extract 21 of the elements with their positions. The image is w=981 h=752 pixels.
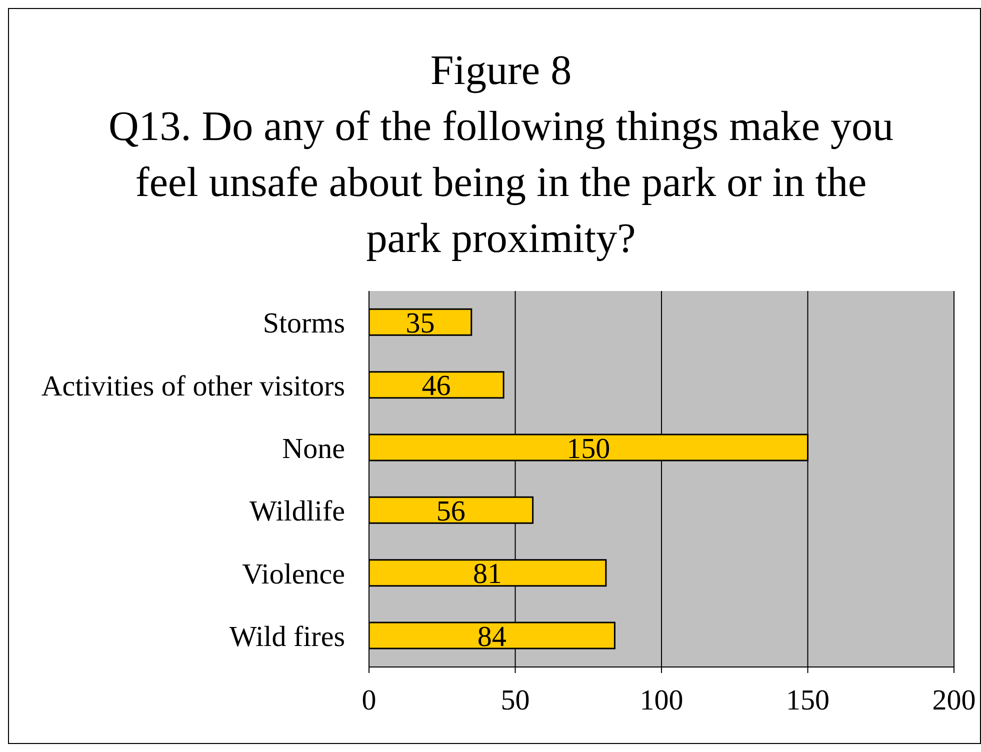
- y-tick-label: Violence: [242, 558, 345, 590]
- bar: [369, 308, 472, 336]
- x-tick-label: 100: [640, 684, 684, 717]
- y-tick-label: None: [282, 432, 345, 465]
- x-tick-label: 200: [932, 684, 976, 717]
- chart-title: Figure 8: [429, 47, 573, 96]
- chart-subtitle: Q13. Do any of the following things make you feel unsafe about being in the park or in the park proximity?: [107, 103, 895, 264]
- x-tick-label: 0: [362, 684, 376, 717]
- x-tick-label: 150: [786, 684, 830, 717]
- y-tick-label: Wildlife: [250, 496, 345, 528]
- y-tick-label: Storms: [262, 308, 345, 340]
- data-label: 81: [472, 558, 502, 590]
- data-label: 84: [477, 620, 507, 653]
- y-tick-label: Activities of other visitors: [41, 370, 345, 402]
- x-tick-label: 50: [500, 684, 530, 717]
- y-tick-label: Wild fires: [229, 620, 345, 653]
- data-label: 56: [436, 495, 466, 528]
- data-label: 46: [422, 370, 451, 402]
- data-label: 150: [566, 432, 610, 465]
- data-label: 35: [406, 307, 435, 340]
- bar: [369, 371, 504, 399]
